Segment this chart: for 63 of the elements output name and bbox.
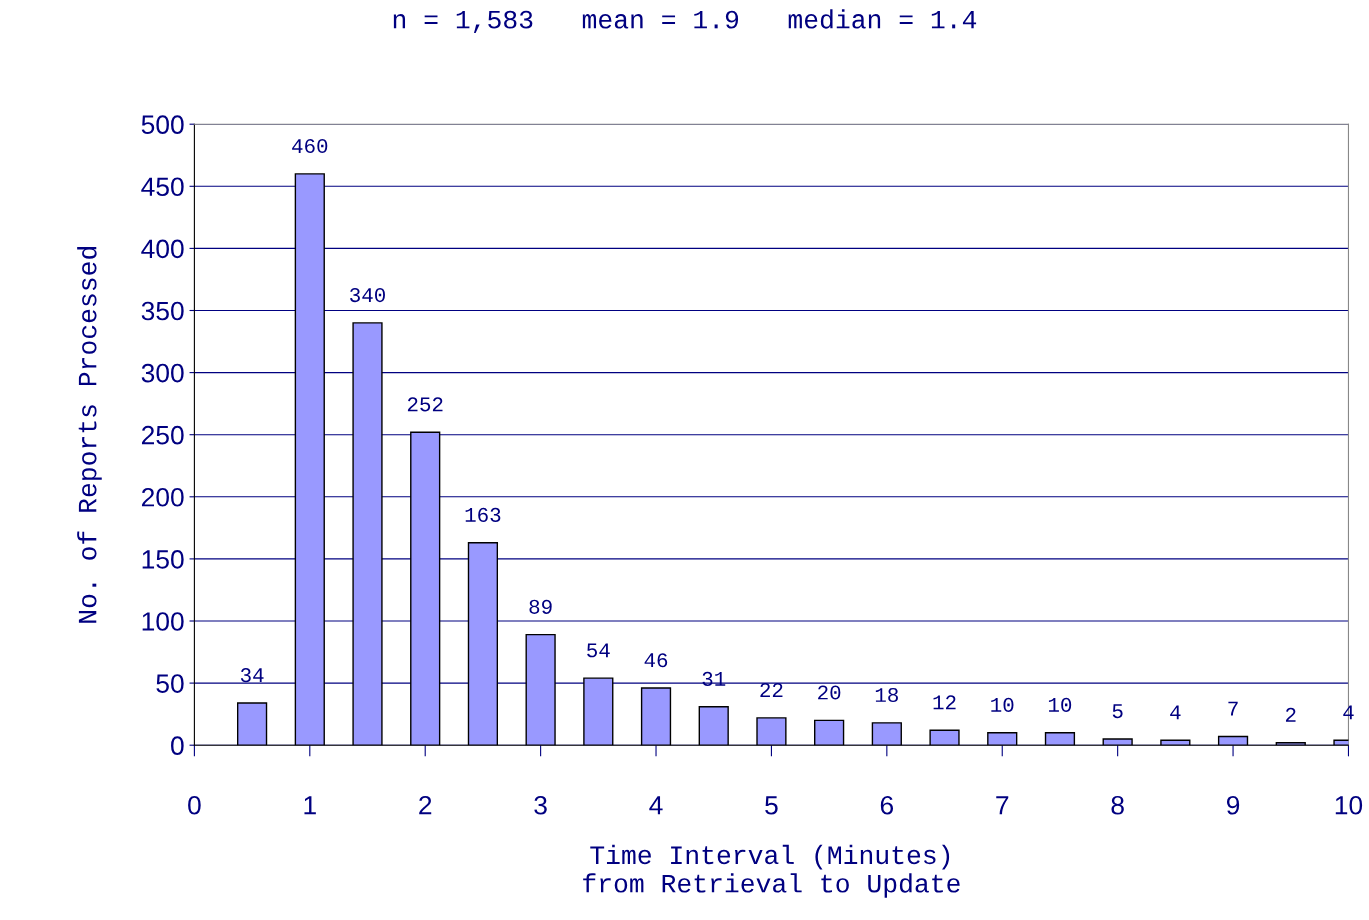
x-axis-title: Time Interval (Minutes) from Retrieval to Update xyxy=(583,844,960,898)
data-label: 34 xyxy=(240,668,264,683)
x-tick-label: 9 xyxy=(1226,795,1240,815)
y-tick-label: 350 xyxy=(141,301,184,321)
data-label: 4 xyxy=(1170,705,1181,720)
data-label: 54 xyxy=(587,643,610,658)
data-label: 7 xyxy=(1228,701,1238,716)
x-tick-label: 0 xyxy=(188,795,201,815)
bar xyxy=(987,732,1018,746)
data-label: 4 xyxy=(1343,705,1354,720)
y-tick-label: 250 xyxy=(141,425,184,445)
y-tick-label: 450 xyxy=(141,177,184,197)
bar xyxy=(1275,742,1306,746)
bar xyxy=(410,431,441,746)
data-label: 460 xyxy=(292,138,328,154)
bar xyxy=(756,717,787,746)
bar xyxy=(294,173,325,746)
data-label: 31 xyxy=(702,671,726,686)
data-label: 18 xyxy=(875,687,898,703)
data-label: 20 xyxy=(818,685,841,700)
bar xyxy=(1044,732,1076,746)
bar xyxy=(467,542,499,746)
bar xyxy=(929,729,960,746)
bar xyxy=(1102,738,1133,746)
data-label: 340 xyxy=(350,287,385,303)
x-tick-label: 10 xyxy=(1335,795,1363,815)
bar xyxy=(583,677,614,746)
x-tick-label: 8 xyxy=(1111,795,1124,815)
x-tick-label: 4 xyxy=(649,796,663,815)
data-label: 2 xyxy=(1285,707,1296,722)
y-tick-label: 300 xyxy=(141,363,184,383)
bar xyxy=(236,702,268,746)
y-tick-label: 200 xyxy=(141,487,184,507)
bar xyxy=(871,722,902,746)
bar xyxy=(698,706,729,746)
data-label: 10 xyxy=(1048,697,1072,712)
y-tick-label: 0 xyxy=(171,736,184,756)
y-tick-label: 50 xyxy=(156,674,184,693)
bar xyxy=(525,633,556,746)
y-axis-title: No. of Reports Processed xyxy=(77,247,102,623)
bar xyxy=(352,322,383,746)
bar xyxy=(814,719,845,746)
x-tick-label: 5 xyxy=(765,796,778,815)
bar xyxy=(640,687,672,746)
chart-title: n = 1,583 mean = 1.9 median = 1.4 xyxy=(393,9,977,33)
data-label: 12 xyxy=(933,695,956,710)
data-label: 163 xyxy=(465,507,501,522)
x-tick-label: 7 xyxy=(996,796,1009,815)
y-tick-label: 400 xyxy=(141,239,184,259)
y-tick-label: 500 xyxy=(141,115,184,135)
data-label: 10 xyxy=(991,697,1014,712)
data-label: 89 xyxy=(529,599,552,614)
data-label: 5 xyxy=(1112,704,1123,719)
x-tick-label: 1 xyxy=(304,796,316,815)
y-tick-label: 100 xyxy=(142,612,184,631)
x-tick-label: 2 xyxy=(419,795,432,815)
bar xyxy=(1217,735,1249,746)
y-tick-label: 150 xyxy=(142,550,184,569)
data-label: 22 xyxy=(760,682,783,697)
x-tick-label: 3 xyxy=(534,795,547,815)
x-tick-label: 6 xyxy=(880,795,894,815)
data-label: 46 xyxy=(644,653,668,668)
data-label: 252 xyxy=(407,397,443,412)
